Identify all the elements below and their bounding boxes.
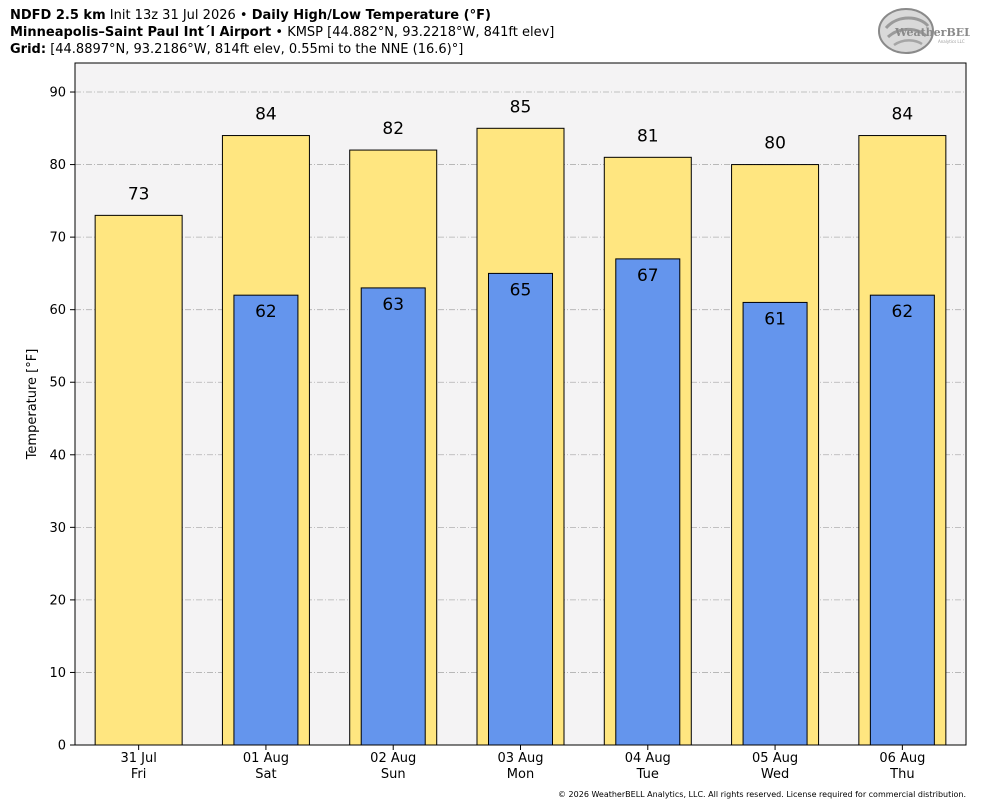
station-info: KMSP [44.882°N, 93.2218°W, 841ft elev]	[287, 25, 555, 40]
separator-bullet: •	[275, 25, 284, 40]
x-tick-label: 05 Aug	[752, 751, 798, 766]
chart-title-line: NDFD 2.5 km Init 13z 31 Jul 2026 • Daily…	[10, 7, 491, 24]
y-tick-label: 80	[49, 158, 66, 173]
init-time: Init 13z 31 Jul 2026	[109, 8, 236, 23]
y-tick-label: 60	[49, 303, 66, 318]
x-tick-weekday: Thu	[889, 767, 914, 782]
grid-line: Grid: [44.8897°N, 93.2186°W, 814ft elev,…	[10, 41, 463, 58]
low-temp-bar	[742, 301, 808, 746]
x-tick-weekday: Tue	[636, 767, 659, 782]
x-tick-label: 04 Aug	[625, 751, 671, 766]
y-tick-label: 70	[49, 231, 66, 246]
x-tick-weekday: Mon	[507, 767, 534, 782]
high-temp-bar	[94, 214, 183, 746]
x-tick-label: 03 Aug	[497, 751, 543, 766]
bars: 73 84 62 82 63 85 65 81 67 80 61 84 62	[94, 97, 947, 746]
location-name: Minneapolis–Saint Paul Int´l Airport	[10, 25, 272, 40]
x-tick-label: 31 Jul	[120, 751, 156, 766]
product-name: NDFD 2.5 km	[10, 8, 106, 23]
low-temp-label: 62	[255, 302, 277, 322]
low-temp-label: 63	[382, 295, 404, 315]
low-temp-bar	[488, 272, 553, 746]
y-tick-label: 20	[49, 593, 66, 608]
low-temp-label: 61	[764, 309, 786, 329]
plot-frame	[74, 62, 967, 746]
low-temp-label: 65	[510, 280, 532, 300]
x-tick-weekday: Sat	[255, 767, 276, 782]
x-tick-weekday: Wed	[761, 767, 789, 782]
logo-text: WeatherBELL	[894, 26, 970, 39]
low-temp-bar	[233, 294, 299, 746]
y-axis-label: Temperature [°F]	[25, 349, 40, 461]
x-tick-label: 02 Aug	[370, 751, 416, 766]
y-tick-label: 0	[58, 739, 66, 754]
low-temp-bar	[615, 258, 681, 746]
x-tick-weekday: Fri	[131, 767, 147, 782]
high-temp-label: 80	[764, 134, 786, 154]
copyright-footer: © 2026 WeatherBELL Analytics, LLC. All r…	[558, 790, 966, 799]
logo-subtext: Analytics LLC	[938, 39, 965, 44]
x-tick-label: 01 Aug	[243, 751, 289, 766]
high-temp-label: 84	[892, 105, 914, 125]
weatherbell-logo: WeatherBELL Analytics LLC	[878, 8, 970, 54]
low-temp-label: 67	[637, 266, 659, 286]
y-tick-label: 90	[49, 86, 66, 101]
x-tick-label: 06 Aug	[879, 751, 925, 766]
y-tick-label: 30	[49, 521, 66, 536]
low-temp-bar	[360, 287, 426, 746]
high-temp-label: 84	[255, 105, 277, 125]
separator-bullet: •	[239, 8, 248, 23]
grid-label: Grid:	[10, 42, 47, 57]
low-temp-bar	[869, 294, 935, 746]
high-temp-label: 82	[382, 119, 404, 139]
high-temp-label: 73	[128, 184, 150, 204]
grid-info: [44.8897°N, 93.2186°W, 814ft elev, 0.55m…	[50, 42, 464, 57]
chart-title: Daily High/Low Temperature (°F)	[251, 8, 491, 23]
low-temp-label: 62	[892, 302, 914, 322]
location-line: Minneapolis–Saint Paul Int´l Airport • K…	[10, 24, 554, 41]
y-tick-label: 10	[49, 666, 66, 681]
y-tick-label: 50	[49, 376, 66, 391]
high-temp-label: 81	[637, 126, 659, 146]
x-tick-weekday: Sun	[381, 767, 406, 782]
y-tick-label: 40	[49, 448, 66, 463]
high-temp-label: 85	[510, 97, 532, 117]
